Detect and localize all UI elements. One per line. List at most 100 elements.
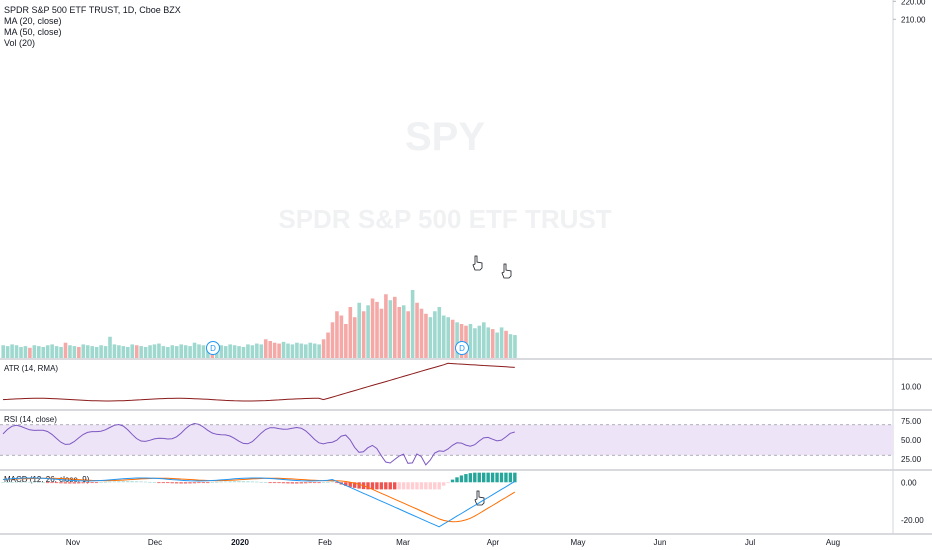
macd-histogram-bar — [384, 482, 388, 490]
macd-histogram-bar — [468, 473, 473, 483]
macd-histogram-bar — [23, 481, 28, 483]
volume-bar — [473, 328, 477, 358]
volume-bar — [37, 346, 41, 358]
volume-bar — [339, 315, 344, 358]
volume-bar — [290, 344, 295, 358]
indicator-tick-label: 50.00 — [901, 436, 922, 445]
volume-bar — [299, 343, 304, 358]
macd-histogram-bar — [192, 482, 197, 484]
macd-histogram-bar — [59, 482, 63, 484]
time-axis-label: Mar — [396, 538, 410, 547]
volume-bar — [72, 346, 77, 358]
volume-bar — [54, 346, 59, 358]
macd-histogram-bar — [473, 472, 477, 483]
macd-histogram-bar — [206, 482, 210, 484]
macd-histogram-bar — [490, 472, 495, 483]
volume-bar — [317, 344, 321, 358]
hand-pointer-icon — [501, 263, 512, 279]
volume-bar — [459, 324, 464, 358]
indicator-tick-label: 25.00 — [901, 455, 922, 464]
macd-histogram-bar — [28, 481, 32, 483]
macd-histogram-bar — [197, 482, 201, 484]
volume-bar — [50, 344, 54, 358]
volume-bar — [250, 345, 255, 358]
volume-bar — [508, 334, 513, 358]
volume-bar — [397, 307, 402, 358]
macd-histogram-bar — [321, 482, 326, 484]
volume-bar — [77, 346, 81, 358]
volume-bar — [183, 345, 188, 358]
macd-histogram-bar — [406, 482, 410, 490]
legend-ma20[interactable]: MA (20, close) — [4, 16, 62, 26]
volume-bar — [455, 322, 459, 358]
macd-histogram-bar — [268, 482, 272, 484]
volume-bar — [246, 344, 250, 358]
macd-histogram-bar — [246, 481, 250, 483]
macd-histogram-bar — [117, 481, 121, 483]
volume-bar — [437, 307, 442, 358]
time-axis-label: Dec — [148, 538, 162, 547]
macd-histogram-bar — [134, 481, 139, 483]
volume-bar — [424, 313, 428, 358]
volume-bar — [68, 345, 72, 358]
volume-bar — [121, 346, 126, 358]
volume-bar — [384, 294, 388, 358]
volume-bar — [326, 332, 330, 358]
watermark-ticker: SPY — [405, 115, 485, 159]
macd-histogram-bar — [112, 481, 117, 483]
macd-histogram-bar — [450, 479, 455, 483]
volume-bar — [304, 344, 308, 358]
macd-histogram-bar — [419, 482, 424, 490]
macd-histogram-bar — [54, 482, 59, 484]
legend-volume[interactable]: Vol (20) — [4, 38, 36, 48]
volume-bar — [188, 346, 192, 358]
legend-ma50[interactable]: MA (50, close) — [4, 27, 62, 37]
macd-histogram-bar — [223, 481, 228, 483]
volume-bar — [126, 346, 130, 358]
macd-histogram-bar — [326, 481, 330, 483]
macd-histogram-bar — [504, 472, 508, 483]
macd-histogram-bar — [308, 482, 312, 484]
volume-bar — [495, 332, 499, 358]
volume-bar — [130, 344, 135, 358]
macd-histogram-bar — [50, 482, 54, 484]
volume-bar — [259, 344, 264, 358]
volume-bar — [375, 301, 379, 358]
macd-histogram-bar — [486, 472, 490, 483]
volume-bar — [228, 344, 232, 358]
volume-bar — [513, 335, 517, 358]
macd-histogram-bar — [415, 482, 419, 490]
volume-bar — [468, 324, 473, 358]
macd-histogram-bar — [152, 482, 157, 484]
macd-histogram-bar — [68, 482, 72, 484]
macd-histogram-bar — [424, 482, 428, 490]
volume-bar — [237, 346, 241, 358]
rsi-band — [0, 424, 893, 456]
volume-bar — [63, 342, 68, 358]
volume-bar — [272, 342, 277, 358]
macd-histogram-bar — [90, 482, 94, 484]
time-axis-label: Feb — [318, 538, 332, 547]
chart-legend: SPDR S&P 500 ETF TRUST, 1D, Cboe BZX MA … — [4, 5, 181, 49]
volume-bar — [170, 345, 175, 358]
volume-bar — [108, 336, 112, 358]
volume-bar — [201, 345, 206, 358]
volume-bar — [103, 346, 108, 358]
volume-bar — [482, 322, 486, 358]
volume-bar — [28, 347, 32, 358]
volume-bar — [192, 342, 197, 358]
volume-bar — [268, 341, 272, 358]
volume-bar — [241, 346, 246, 358]
macd-histogram-bar — [335, 482, 339, 484]
macd-histogram-bar — [161, 482, 165, 484]
macd-histogram-bar — [281, 482, 286, 484]
volume-bar — [143, 346, 148, 358]
volume-bar — [393, 296, 397, 358]
macd-histogram-bar — [174, 482, 179, 484]
macd-histogram-bar — [72, 482, 76, 484]
macd-histogram-bar — [170, 482, 174, 484]
macd-histogram-bar — [14, 481, 19, 483]
macd-histogram-bar — [37, 481, 41, 483]
volume-bar — [179, 344, 183, 358]
